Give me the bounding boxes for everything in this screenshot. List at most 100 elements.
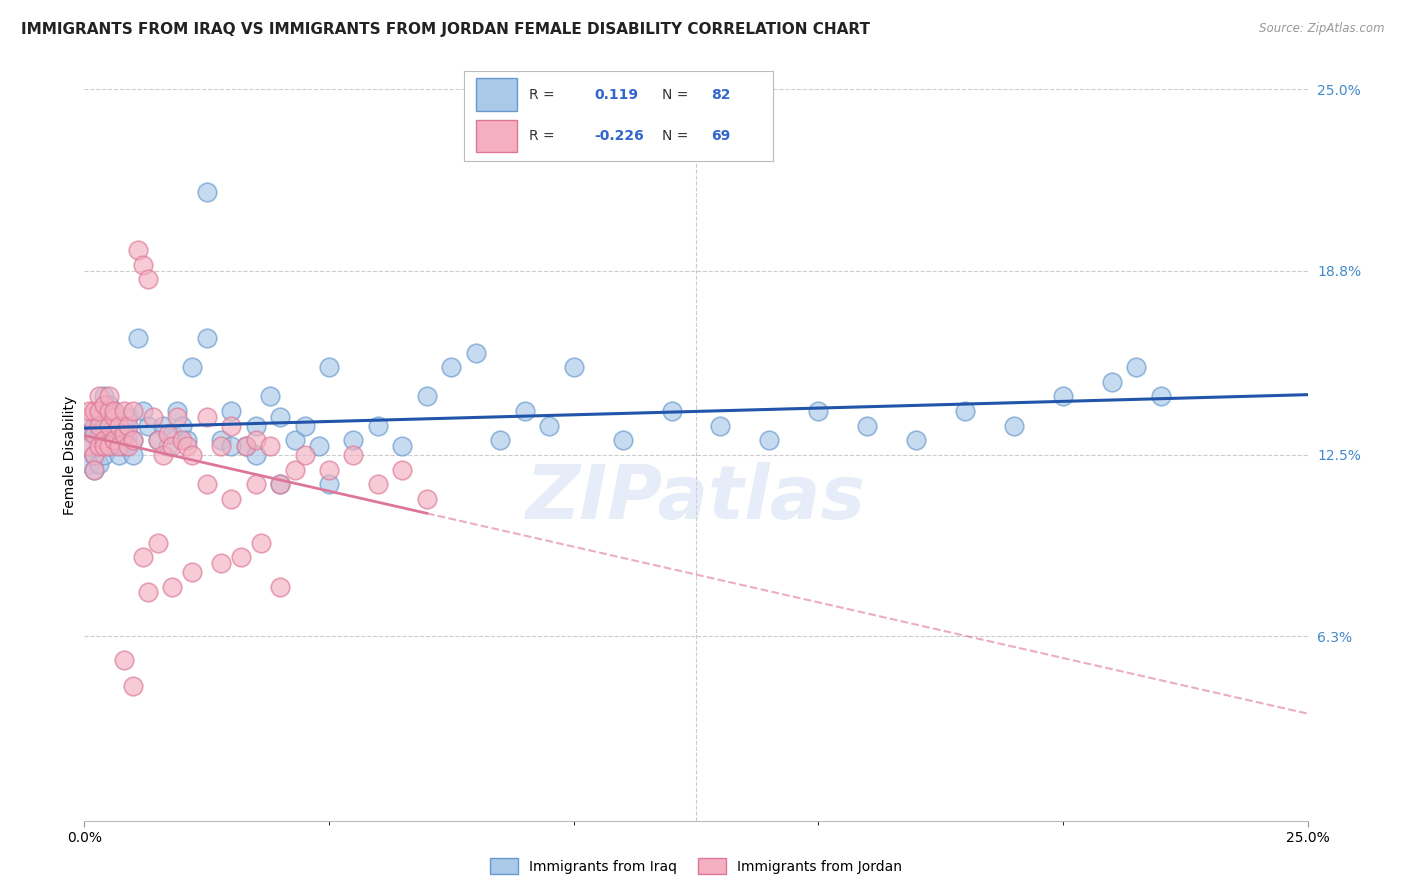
Point: [162, 427, 184, 442]
Point: [367, 418, 389, 433]
Point: [87, 404, 110, 418]
Point: [538, 418, 561, 433]
Point: [1052, 389, 1074, 403]
Point: [249, 535, 271, 549]
Point: [77, 439, 100, 453]
Point: [367, 477, 389, 491]
Point: [83, 427, 105, 442]
Point: [132, 258, 155, 272]
Point: [219, 491, 242, 506]
Point: [107, 418, 129, 433]
Point: [440, 360, 463, 375]
Point: [97, 439, 120, 453]
Point: [259, 389, 281, 403]
Point: [758, 434, 780, 448]
Point: [181, 565, 204, 579]
Point: [318, 462, 340, 476]
Point: [97, 439, 120, 453]
Text: IMMIGRANTS FROM IRAQ VS IMMIGRANTS FROM JORDAN FEMALE DISABILITY CORRELATION CHA: IMMIGRANTS FROM IRAQ VS IMMIGRANTS FROM …: [21, 22, 870, 37]
Point: [87, 389, 110, 403]
Point: [612, 434, 634, 448]
Point: [83, 418, 105, 433]
Point: [152, 448, 174, 462]
Point: [181, 360, 204, 375]
Point: [87, 418, 110, 433]
Text: -0.226: -0.226: [593, 128, 644, 143]
Point: [195, 409, 218, 424]
Point: [146, 535, 169, 549]
Text: 69: 69: [711, 128, 731, 143]
Point: [132, 550, 155, 565]
Point: [152, 418, 174, 433]
Point: [136, 272, 159, 286]
Point: [195, 477, 218, 491]
Point: [93, 434, 115, 448]
Point: [156, 427, 179, 442]
Point: [87, 439, 110, 453]
Point: [229, 550, 252, 565]
Point: [117, 418, 139, 433]
Point: [97, 434, 120, 448]
Point: [122, 679, 145, 693]
Point: [122, 434, 145, 448]
Point: [235, 439, 257, 453]
Point: [166, 404, 188, 418]
Point: [489, 434, 512, 448]
Point: [87, 409, 110, 424]
Point: [77, 425, 100, 439]
Point: [209, 556, 232, 570]
Point: [136, 418, 159, 433]
Point: [97, 418, 120, 433]
Point: [97, 404, 120, 418]
Point: [342, 434, 364, 448]
Point: [269, 409, 291, 424]
Point: [87, 457, 110, 471]
Point: [103, 409, 125, 424]
Text: ZIPatlas: ZIPatlas: [526, 462, 866, 535]
Text: Source: ZipAtlas.com: Source: ZipAtlas.com: [1260, 22, 1385, 36]
Point: [162, 580, 184, 594]
Point: [93, 448, 115, 462]
Text: R =: R =: [529, 128, 554, 143]
Point: [294, 448, 316, 462]
Point: [97, 398, 120, 412]
Point: [219, 404, 242, 418]
Point: [176, 439, 198, 453]
Point: [195, 331, 218, 345]
Text: R =: R =: [529, 87, 554, 102]
Point: [77, 439, 100, 453]
Point: [1125, 360, 1147, 375]
Point: [391, 462, 413, 476]
Point: [284, 434, 307, 448]
Point: [269, 580, 291, 594]
Point: [117, 427, 139, 442]
Point: [219, 439, 242, 453]
Point: [97, 389, 120, 403]
Point: [308, 439, 330, 453]
Point: [176, 434, 198, 448]
Point: [77, 404, 100, 418]
Point: [269, 477, 291, 491]
Point: [245, 448, 267, 462]
Point: [103, 404, 125, 418]
Point: [83, 462, 105, 476]
Point: [1002, 418, 1025, 433]
Point: [195, 185, 218, 199]
Point: [87, 439, 110, 453]
Point: [513, 404, 536, 418]
Point: [391, 439, 413, 453]
Point: [209, 439, 232, 453]
Point: [807, 404, 830, 418]
Point: [136, 585, 159, 599]
Point: [259, 439, 281, 453]
Point: [103, 434, 125, 448]
Legend: Immigrants from Iraq, Immigrants from Jordan: Immigrants from Iraq, Immigrants from Jo…: [485, 853, 907, 880]
Point: [87, 404, 110, 418]
Point: [318, 477, 340, 491]
Y-axis label: Female Disability: Female Disability: [63, 395, 77, 515]
Point: [103, 404, 125, 418]
Point: [1150, 389, 1173, 403]
Point: [162, 439, 184, 453]
Point: [122, 434, 145, 448]
Point: [77, 409, 100, 424]
